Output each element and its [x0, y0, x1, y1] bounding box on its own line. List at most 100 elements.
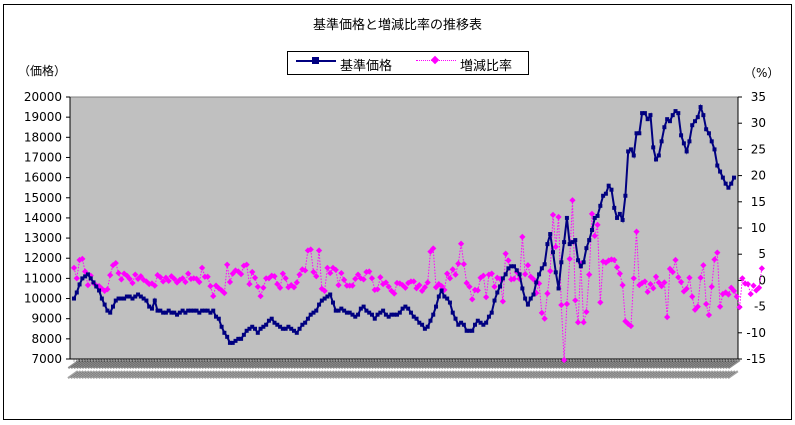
- x-tick-label-mark: [479, 359, 493, 369]
- series-price-point: [459, 320, 464, 325]
- series-price-point: [723, 181, 728, 186]
- x-tick-label-mark: [627, 370, 639, 379]
- x-tick-label-mark: [657, 370, 669, 379]
- x-tick-label-mark: [337, 359, 351, 369]
- x-tick-label-mark: [78, 370, 90, 379]
- series-price-point: [726, 185, 731, 190]
- x-tick-label-mark: [170, 370, 182, 379]
- x-tick-label-mark: [646, 359, 660, 369]
- series-price-point: [80, 276, 85, 281]
- x-tick-label-mark: [473, 370, 486, 379]
- series-price-point: [110, 304, 115, 309]
- series-price-point: [244, 328, 249, 333]
- series-rate-point: [354, 271, 362, 278]
- y-left-tick-label: 15000: [24, 191, 62, 205]
- series-price-point: [169, 310, 174, 315]
- series-price-point: [687, 139, 692, 144]
- x-tick-label-mark: [295, 370, 307, 379]
- x-tick-label-mark: [415, 370, 427, 379]
- x-tick-label-mark: [409, 370, 421, 379]
- x-tick-label-mark: [234, 359, 248, 369]
- series-rate-point: [449, 266, 456, 273]
- series-price-point: [634, 131, 639, 136]
- x-tick-label-mark: [582, 359, 596, 369]
- x-tick-label-mark: [331, 370, 344, 379]
- series-rate-point: [583, 308, 590, 315]
- series-price-point: [208, 310, 213, 315]
- x-tick-label-mark: [724, 370, 736, 379]
- x-tick-label-mark: [317, 370, 330, 379]
- series-price-point: [99, 296, 104, 301]
- x-tick-label-mark: [329, 359, 343, 369]
- x-tick-label-mark: [187, 359, 201, 369]
- series-rate-point: [293, 279, 300, 286]
- series-price-point: [116, 296, 121, 301]
- x-tick-label-mark: [73, 359, 86, 369]
- series-rate-point: [466, 283, 473, 290]
- x-tick-label-mark: [89, 359, 103, 369]
- series-price-point: [559, 260, 564, 265]
- x-tick-label-mark: [70, 359, 84, 369]
- x-tick-label-mark: [184, 359, 198, 369]
- x-tick-label-mark: [109, 370, 121, 379]
- x-tick-label-mark: [137, 359, 151, 369]
- x-tick-label-mark: [588, 370, 600, 379]
- x-tick-label-mark: [156, 359, 170, 369]
- x-tick-label-mark: [81, 359, 95, 369]
- series-rate-point: [327, 269, 334, 277]
- legend-price-marker-icon: [312, 57, 319, 64]
- x-tick-label-mark: [379, 370, 391, 379]
- x-tick-label-mark: [395, 370, 408, 379]
- x-tick-label-mark: [513, 359, 526, 369]
- series-price-point: [503, 272, 508, 277]
- series-price-point: [720, 175, 725, 180]
- x-tick-label-mark: [460, 370, 472, 379]
- series-price-point: [475, 318, 480, 323]
- x-tick-label-mark: [560, 370, 572, 379]
- series-price-point: [386, 314, 391, 319]
- x-tick-label-mark: [660, 370, 672, 379]
- x-tick-label-mark: [482, 359, 496, 369]
- series-price-point: [414, 316, 419, 321]
- x-tick-label-mark: [97, 370, 110, 379]
- x-tick-label-mark: [87, 359, 100, 369]
- x-tick-label-mark: [649, 359, 663, 369]
- y-left-tick-label: 13000: [24, 231, 62, 245]
- x-tick-label-mark: [682, 370, 694, 379]
- x-tick-label-mark: [521, 359, 535, 369]
- x-tick-label-mark: [410, 359, 423, 369]
- x-tick-label-mark: [259, 370, 271, 379]
- series-price-point: [453, 316, 458, 321]
- y-right-tick-label: 10: [751, 221, 766, 235]
- x-tick-label-mark: [290, 359, 304, 369]
- x-tick-label-mark: [696, 370, 708, 379]
- series-price-point: [325, 294, 330, 299]
- x-tick-label-mark: [229, 359, 242, 369]
- x-tick-label-mark: [688, 370, 700, 379]
- x-tick-label-mark: [117, 359, 131, 369]
- x-tick-label-mark: [451, 370, 463, 379]
- series-price-point: [673, 109, 678, 114]
- x-tick-label-mark: [220, 359, 234, 369]
- series-price-point: [537, 272, 542, 277]
- series-price-point: [473, 322, 478, 327]
- x-tick-label-mark: [468, 359, 482, 369]
- x-tick-label-mark: [282, 359, 295, 369]
- x-tick-label-mark: [270, 359, 284, 369]
- series-price-point: [570, 240, 575, 245]
- x-tick-label-mark: [203, 370, 215, 379]
- series-price-point: [478, 320, 483, 325]
- series-price-point: [191, 308, 196, 313]
- x-tick-label-mark: [273, 359, 287, 369]
- x-tick-label-mark: [482, 370, 494, 379]
- series-price-point: [305, 316, 310, 321]
- series-rate-point: [647, 280, 654, 288]
- series-price-point: [464, 328, 469, 333]
- series-rate-point: [274, 280, 281, 288]
- x-tick-label-mark: [212, 359, 226, 369]
- series-price-point: [637, 131, 642, 136]
- series-rate-point: [198, 264, 206, 271]
- x-tick-label-mark: [306, 370, 318, 379]
- x-tick-label-mark: [421, 359, 435, 369]
- x-tick-label-mark: [719, 359, 733, 369]
